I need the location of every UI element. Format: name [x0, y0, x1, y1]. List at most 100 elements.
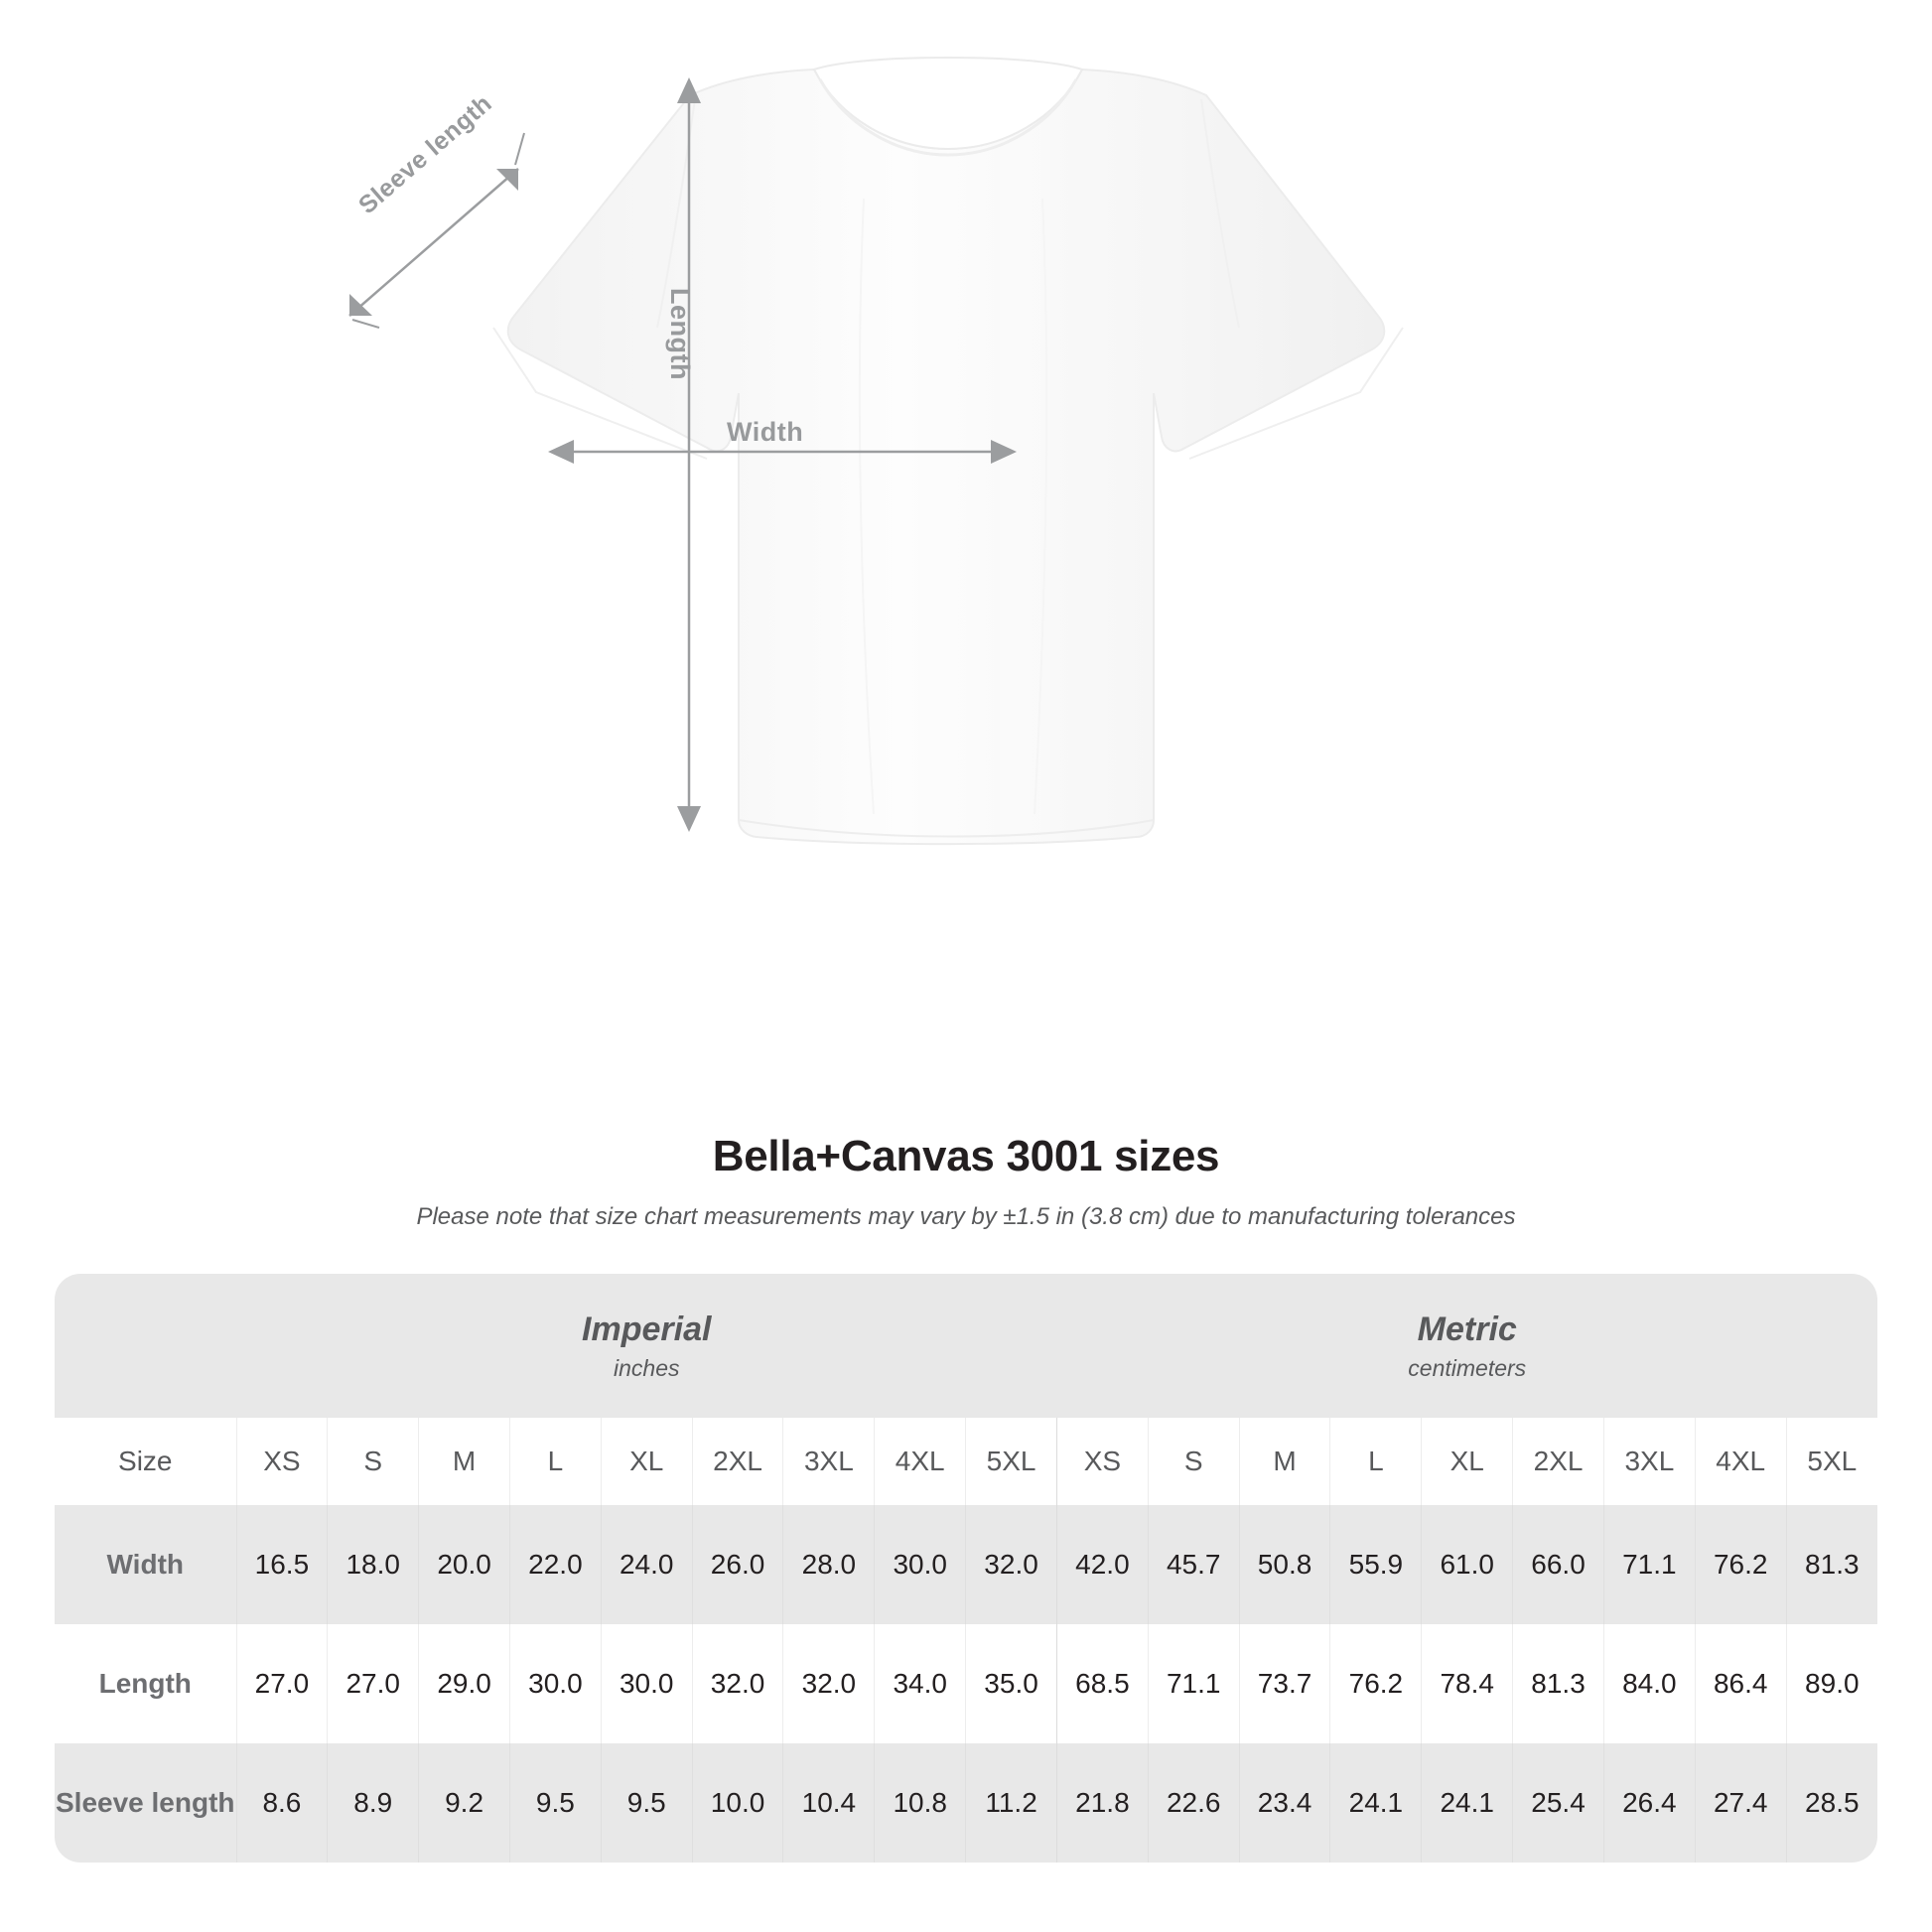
size-column-header: 2XL	[691, 1418, 783, 1505]
size-column-header: XL	[600, 1418, 693, 1505]
table-cell: 28.5	[1785, 1743, 1877, 1863]
table-cell: 86.4	[1694, 1624, 1787, 1743]
unit-group-name: Imperial	[582, 1310, 712, 1348]
row-label: Width	[55, 1505, 236, 1624]
table-cell: 26.0	[691, 1505, 783, 1624]
unit-row-spacer	[55, 1274, 236, 1418]
size-header-row: Size XS S M L XL 2XL 3XL 4XL 5XL XS S M L XL 2XL 3XL 4XL 5…	[55, 1418, 1877, 1505]
unit-group-unit: inches	[614, 1355, 680, 1382]
table-cell: 30.0	[600, 1624, 693, 1743]
size-column-header: XL	[1421, 1418, 1513, 1505]
table-cell: 9.5	[600, 1743, 693, 1863]
table-cell: 24.0	[600, 1505, 693, 1624]
title-block: Bella+Canvas 3001 sizes Please note that…	[0, 1132, 1932, 1231]
size-column-header: L	[508, 1418, 602, 1505]
size-column-header: 5XL	[1785, 1418, 1877, 1505]
tshirt-illustration	[348, 56, 1404, 846]
table-cell: 71.1	[1147, 1624, 1240, 1743]
table-cell: 8.6	[235, 1743, 328, 1863]
table-cell: 32.0	[965, 1505, 1057, 1624]
table-cell: 28.0	[782, 1505, 875, 1624]
table-cell: 24.1	[1329, 1743, 1422, 1863]
table-cell: 35.0	[965, 1624, 1057, 1743]
table-cell: 81.3	[1512, 1624, 1604, 1743]
table-cell: 66.0	[1512, 1505, 1604, 1624]
table-cell: 20.0	[418, 1505, 510, 1624]
size-column-header: 3XL	[782, 1418, 875, 1505]
table-cell: 76.2	[1694, 1505, 1787, 1624]
unit-group-imperial: Imperial inches	[236, 1274, 1057, 1418]
table-cell: 34.0	[874, 1624, 966, 1743]
table-cell: 22.0	[508, 1505, 602, 1624]
row-label: Length	[55, 1624, 236, 1743]
table-cell: 89.0	[1785, 1624, 1877, 1743]
table-cell: 27.0	[235, 1624, 328, 1743]
table-cell: 30.0	[508, 1624, 602, 1743]
length-label: Length	[665, 288, 695, 380]
unit-group-metric: Metric centimeters	[1056, 1274, 1877, 1418]
table-cell: 73.7	[1238, 1624, 1330, 1743]
table-cell: 68.5	[1055, 1624, 1149, 1743]
table-cell: 84.0	[1602, 1624, 1696, 1743]
size-column-header: 2XL	[1512, 1418, 1604, 1505]
table-cell: 32.0	[691, 1624, 783, 1743]
table-cell: 29.0	[418, 1624, 510, 1743]
width-label: Width	[727, 417, 804, 447]
dimension-arrows	[348, 77, 1017, 832]
table-cell: 10.8	[874, 1743, 966, 1863]
tolerance-note: Please note that size chart measurements…	[416, 1203, 1516, 1230]
table-cell: 61.0	[1421, 1505, 1513, 1624]
size-column-header: 4XL	[874, 1418, 966, 1505]
size-column-header: 5XL	[965, 1418, 1057, 1505]
sleeve-length-arrow	[348, 168, 519, 317]
table-cell: 25.4	[1512, 1743, 1604, 1863]
table-cell: 42.0	[1055, 1505, 1149, 1624]
table-row: Length 27.0 27.0 29.0 30.0 30.0 32.0 32.0 34.0 35…	[55, 1624, 1877, 1743]
table-cell: 8.9	[327, 1743, 419, 1863]
table-cell: 18.0	[327, 1505, 419, 1624]
size-column-header: M	[1238, 1418, 1330, 1505]
table-cell: 81.3	[1785, 1505, 1877, 1624]
table-cell: 27.0	[327, 1624, 419, 1743]
size-column-header: S	[1147, 1418, 1240, 1505]
size-table-container: Imperial inches Metric centimeters Size XS S M L…	[55, 1274, 1877, 1863]
table-cell: 32.0	[782, 1624, 875, 1743]
tshirt-shape	[492, 56, 1404, 846]
table-cell: 78.4	[1421, 1624, 1513, 1743]
size-column-header: XS	[235, 1418, 328, 1505]
table-cell: 23.4	[1238, 1743, 1330, 1863]
table-cell: 26.4	[1602, 1743, 1696, 1863]
size-header-label: Size	[55, 1418, 236, 1505]
table-cell: 22.6	[1147, 1743, 1240, 1863]
size-table: Imperial inches Metric centimeters Size XS S M L…	[55, 1274, 1877, 1863]
table-cell: 30.0	[874, 1505, 966, 1624]
size-column-header: 4XL	[1694, 1418, 1787, 1505]
size-column-header: XS	[1055, 1418, 1149, 1505]
row-label: Sleeve length	[55, 1743, 236, 1863]
table-cell: 16.5	[235, 1505, 328, 1624]
garment-diagram: Sleeve length Length Width	[348, 56, 1404, 846]
table-cell: 21.8	[1055, 1743, 1149, 1863]
table-cell: 10.4	[782, 1743, 875, 1863]
page-title: Bella+Canvas 3001 sizes	[712, 1132, 1220, 1180]
table-cell: 45.7	[1147, 1505, 1240, 1624]
size-column-header: M	[418, 1418, 510, 1505]
unit-group-unit: centimeters	[1408, 1355, 1527, 1382]
size-column-header: 3XL	[1602, 1418, 1696, 1505]
size-column-header: S	[327, 1418, 419, 1505]
table-cell: 10.0	[691, 1743, 783, 1863]
table-cell: 9.5	[508, 1743, 602, 1863]
table-cell: 55.9	[1329, 1505, 1422, 1624]
table-cell: 27.4	[1694, 1743, 1787, 1863]
table-cell: 9.2	[418, 1743, 510, 1863]
table-row: Width 16.5 18.0 20.0 22.0 24.0 26.0 28.0 30.0 32.…	[55, 1505, 1877, 1624]
table-cell: 71.1	[1602, 1505, 1696, 1624]
table-cell: 50.8	[1238, 1505, 1330, 1624]
unit-group-name: Metric	[1417, 1310, 1517, 1348]
size-column-header: L	[1329, 1418, 1422, 1505]
table-cell: 76.2	[1329, 1624, 1422, 1743]
table-row: Sleeve length 8.6 8.9 9.2 9.5 9.5 10.0 10.4 10.8…	[55, 1743, 1877, 1863]
unit-group-row: Imperial inches Metric centimeters	[55, 1274, 1877, 1418]
table-cell: 11.2	[965, 1743, 1057, 1863]
